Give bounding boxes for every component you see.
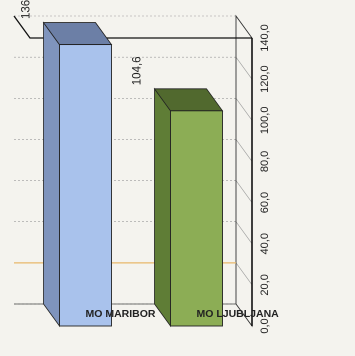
chart-bars <box>42 21 224 328</box>
floor-gridline <box>235 98 253 121</box>
bar <box>170 110 223 327</box>
tick-label: 40,0 <box>259 233 271 254</box>
floor-gridline <box>235 139 253 162</box>
chart-rotated-group: 0,0 20,0 40,0 60,0 80,0 100,0 120,0 140,0 MO MAR… <box>13 0 280 334</box>
tick-label: 60,0 <box>259 192 271 213</box>
bar-top-face <box>43 21 60 328</box>
bar-top-face <box>154 87 171 328</box>
data-label: 136,8 <box>21 0 33 19</box>
tick-label: 140,0 <box>259 24 271 52</box>
tick-label: 100,0 <box>259 107 271 135</box>
tick-label: 120,0 <box>259 65 271 93</box>
tick-label: 20,0 <box>259 274 271 295</box>
tick-label: 80,0 <box>259 151 271 172</box>
floor-gridline <box>235 180 253 203</box>
category-label: MO MARIBOR <box>86 308 156 320</box>
bar <box>59 44 112 327</box>
chart-labels: 0,0 20,0 40,0 60,0 80,0 100,0 120,0 140,0 MO MAR… <box>21 0 280 334</box>
data-label: 104,6 <box>132 56 144 85</box>
side-wall-edge <box>13 15 252 39</box>
floor-gridline <box>235 56 253 80</box>
floor-gridline <box>235 262 253 286</box>
category-label: MO LJUBLJANA <box>197 308 280 320</box>
floor-outline <box>235 14 253 328</box>
tick-label: 0,0 <box>259 318 271 333</box>
floor-gridline <box>235 221 253 244</box>
